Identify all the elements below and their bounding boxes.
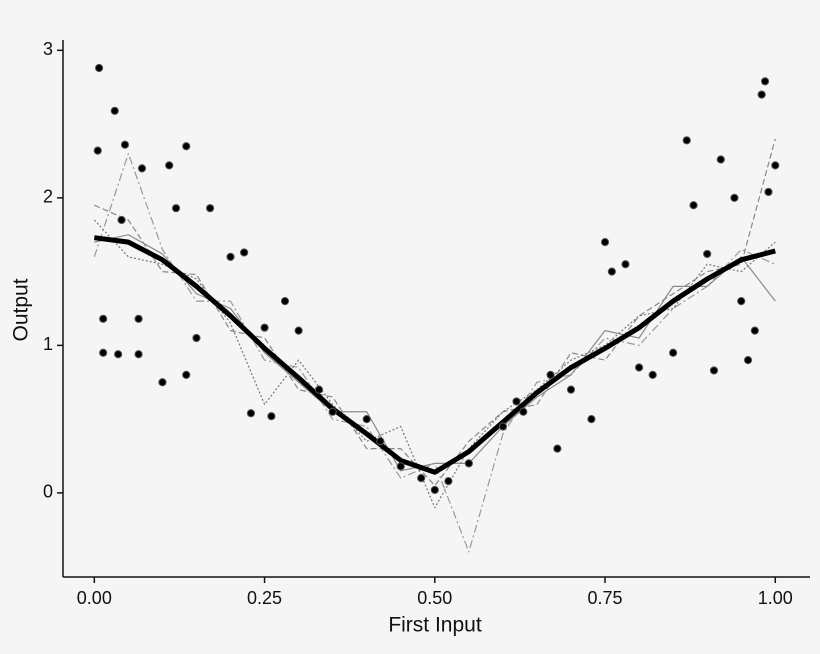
scatter-point [546,370,555,379]
series-line [93,219,776,509]
scatter-point [743,356,753,365]
scatter-point [464,459,473,468]
series-line [94,235,776,475]
scatter-point [205,204,215,213]
scatter-point [396,462,405,471]
scatter-point [600,238,610,247]
scatter-point [566,385,576,394]
scatter-point [134,314,143,323]
scatter-point [512,397,521,406]
scatter-point [634,363,644,372]
scatter-point [314,385,324,394]
scatter-point [226,252,235,261]
scatter-point [280,297,290,306]
scatter-point [737,297,746,306]
scatter-point [192,333,201,343]
scatter-point [114,350,123,359]
scatter-point [760,77,770,86]
scatter-point [648,370,657,379]
scatter-point [689,201,698,210]
scatter-point [328,407,337,416]
y-tick-label: 2 [43,187,53,207]
y-tick-label: 3 [43,39,53,59]
scatter-point [182,142,191,151]
scatter-point [682,136,691,145]
scatter-point [730,193,739,202]
scatter-point [294,326,303,335]
scatter-point [553,444,562,453]
scatter-point [716,155,725,164]
scatter-point [607,267,616,276]
scatter-point [246,409,256,418]
scatter-point [137,164,147,173]
x-tick-label: 0.75 [588,588,623,608]
scatter-point [430,485,439,495]
scatter-point [134,350,143,359]
scatter-point [165,161,174,170]
x-axis-label: First Input [388,614,482,637]
scatter-point [750,326,759,335]
scatter-point [240,248,249,257]
scatter-point [709,366,719,375]
scatter-point [99,348,108,357]
y-tick-label: 0 [43,482,53,502]
scatter-point [417,474,426,483]
scatter-point [771,161,780,170]
scatter-point [444,477,453,486]
x-tick-label: 1.00 [758,588,793,608]
scatter-point [757,90,766,99]
x-tick-label: 0.50 [417,588,452,608]
scatter-point [376,437,385,446]
scatter-point [120,140,130,149]
scatter-point [669,348,678,357]
y-axis-label: Output [10,278,33,341]
scatter-point [182,370,191,379]
scatter-point [703,249,712,259]
scatter-point [498,422,507,431]
series-line [93,152,776,553]
scatter-point [267,412,276,421]
scatter-point [117,215,126,225]
scatter-point [587,415,596,424]
y-tick-label: 1 [43,334,53,354]
x-tick-label: 0.25 [247,588,282,608]
scatter-point [260,323,269,332]
scatter-point [99,314,108,323]
scatter-point [764,187,773,197]
series-line [94,138,776,487]
x-tick-label: 0.00 [77,588,112,608]
scatter-point [110,106,119,115]
scatter-point [93,146,102,155]
scatter-point [621,260,630,269]
scatter-point [362,415,371,424]
scatter-point [158,378,167,387]
scatter-point [94,63,104,73]
scatter-point [171,204,181,213]
scatter-point [519,407,528,416]
